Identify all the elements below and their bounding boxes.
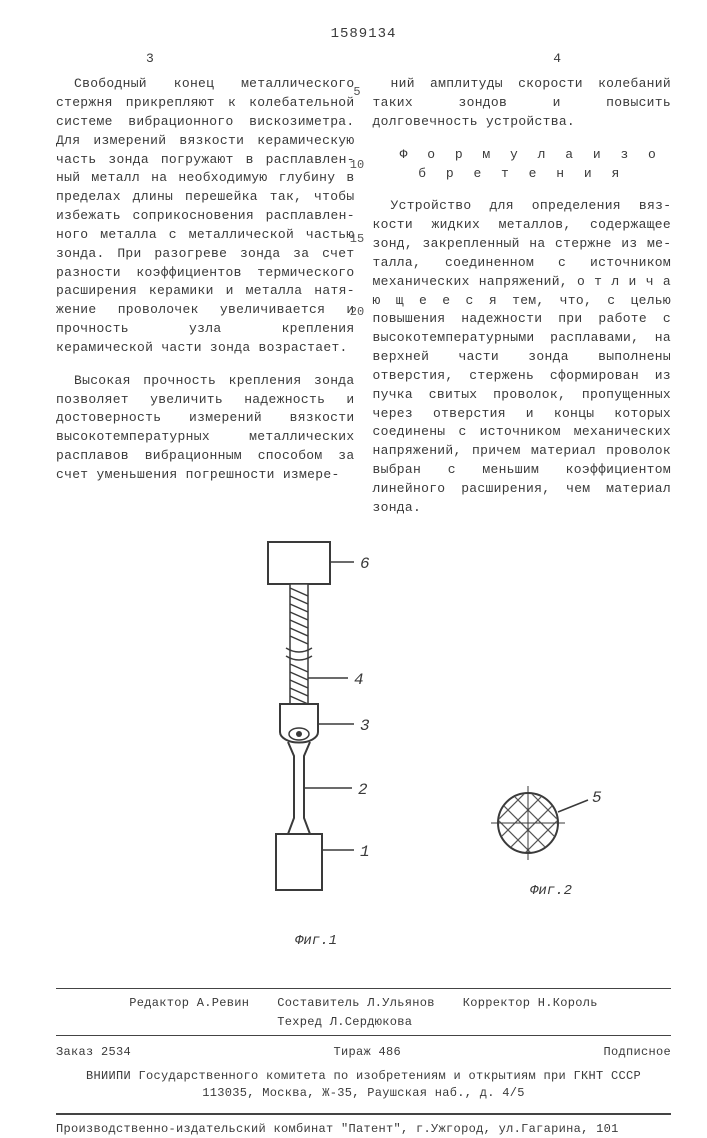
footer-printrun: Тираж 486 xyxy=(333,1044,401,1061)
callout-1: 1 xyxy=(360,843,370,861)
body-paragraph: Свободный конец металлического стержня п… xyxy=(56,75,355,358)
line-number-gutter: 5 10 15 20 xyxy=(348,84,366,378)
footer-order: Заказ 2534 xyxy=(56,1044,131,1061)
body-paragraph: ний амплитуды скорости колебаний та­ких … xyxy=(373,75,672,132)
line-marker: 20 xyxy=(348,304,366,321)
callout-2: 2 xyxy=(358,781,368,799)
body-paragraph: Высокая прочность крепления зон­да позво… xyxy=(56,372,355,485)
footer-editor: Редактор А.Ревин xyxy=(129,995,249,1032)
imprint-footer: Редактор А.Ревин Составитель Л.Ульянов Т… xyxy=(56,988,671,1138)
line-marker: 15 xyxy=(348,231,366,248)
line-marker: 10 xyxy=(348,157,366,174)
footer-address: 113035, Москва, Ж-35, Раушская наб., д. … xyxy=(56,1085,671,1102)
callout-3: 3 xyxy=(360,717,370,735)
footer-tech: Техред Л.Сердюкова xyxy=(277,1014,435,1031)
left-column: Свободный конец металлического стержня п… xyxy=(56,75,355,532)
callout-6: 6 xyxy=(360,555,370,573)
figure-1-label: Фиг.1 xyxy=(236,931,396,951)
figures-area: 6 4 3 2 1 Фиг.1 xyxy=(56,538,671,978)
claims-heading: Ф о р м у л а и з о б р е т е н и я xyxy=(373,146,672,184)
callout-4: 4 xyxy=(354,671,364,689)
footer-subscription: Подписное xyxy=(603,1044,671,1061)
footer-org: ВНИИПИ Государственного комитета по изоб… xyxy=(56,1068,671,1085)
figure-2: 5 Фиг.2 xyxy=(486,778,616,901)
footer-corrector: Корректор Н.Король xyxy=(463,995,598,1032)
footer-compiler: Составитель Л.Ульянов xyxy=(277,995,435,1012)
right-column: ний амплитуды скорости колебаний та­ких … xyxy=(373,75,672,532)
line-marker: 5 xyxy=(348,84,366,101)
column-page-left: 3 xyxy=(146,50,154,69)
footer-printer: Производственно-издательский комбинат "П… xyxy=(56,1114,671,1138)
figure-2-label: Фиг.2 xyxy=(486,881,616,901)
figure-1: 6 4 3 2 1 Фиг.1 xyxy=(236,538,396,951)
body-paragraph: Устройство для определения вяз­кости жид… xyxy=(373,197,672,517)
document-number: 1589134 xyxy=(56,24,671,44)
callout-5: 5 xyxy=(592,789,602,807)
column-page-right: 4 xyxy=(553,50,561,69)
